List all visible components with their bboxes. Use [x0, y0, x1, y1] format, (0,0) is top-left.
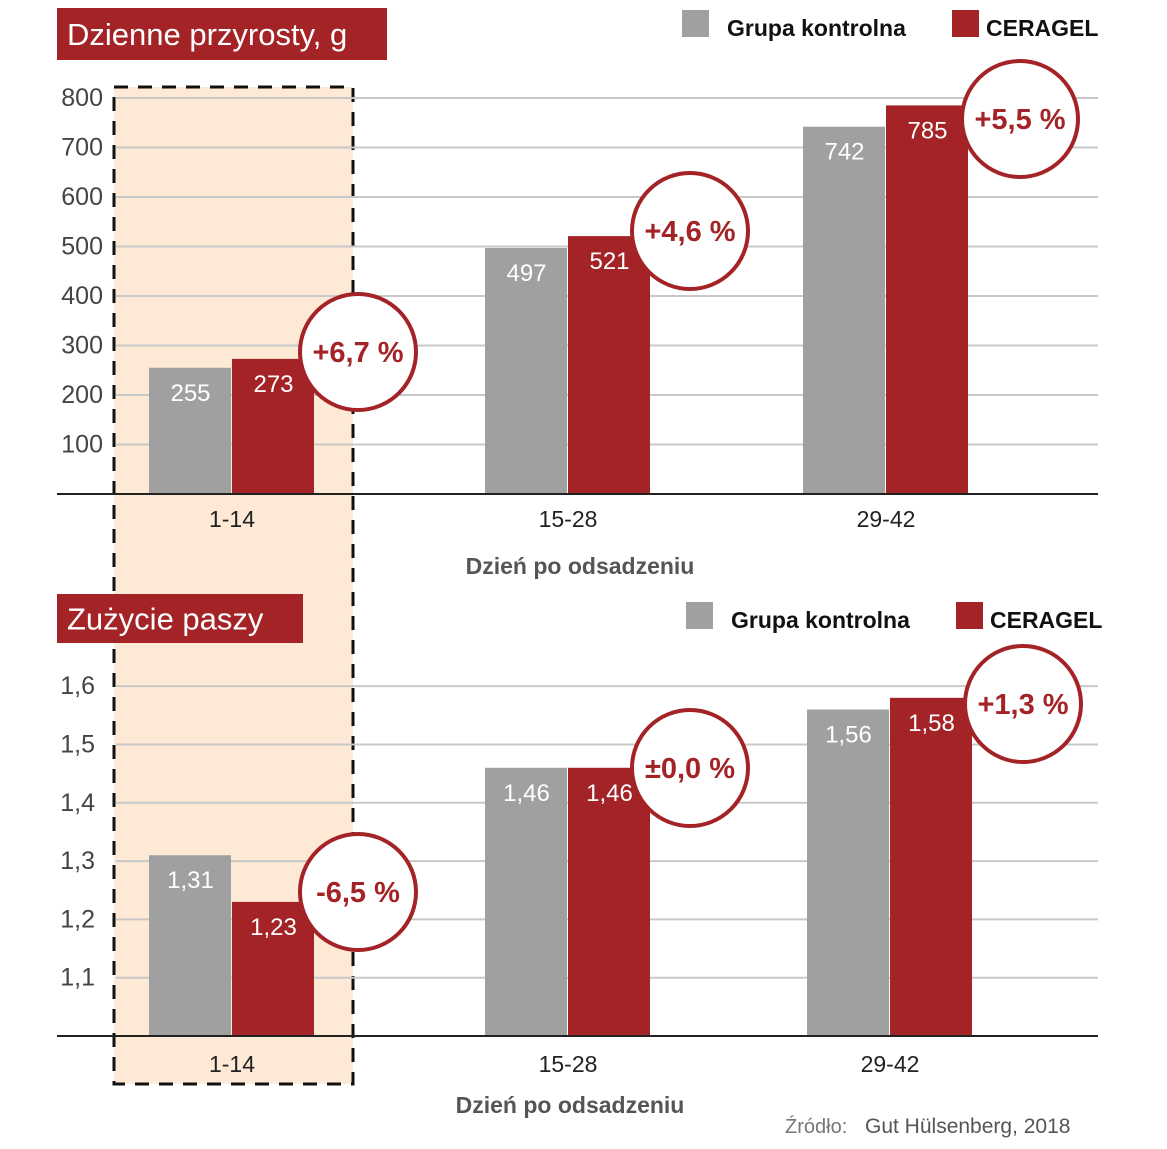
x-category-label: 29-42	[857, 506, 916, 532]
change-circle	[630, 171, 750, 291]
legend-swatch-control	[682, 10, 709, 37]
bar-control	[485, 767, 567, 1036]
legend-swatch-ceragel	[952, 10, 979, 37]
x-category-label: 1-14	[209, 506, 255, 532]
bar-value-label: 785	[907, 117, 947, 144]
y-tick-label: 600	[61, 183, 103, 211]
bar-value-label: 255	[170, 380, 210, 407]
y-tick-label: 1,2	[60, 905, 95, 933]
y-tick-label: 800	[61, 84, 103, 112]
daily-gain-chart: Dzienne przyrosty, g 100 200 300 400 500 600 70…	[57, 8, 1098, 579]
change-circle	[298, 832, 418, 952]
y-tick-label: 700	[61, 134, 103, 162]
bar-control	[807, 709, 889, 1036]
y-tick-label: 500	[61, 233, 103, 261]
legend-swatch-control	[686, 602, 713, 629]
bar-control	[485, 247, 567, 494]
change-label: +5,5 %	[974, 104, 1065, 136]
bar-control	[803, 126, 885, 495]
bar-ceragel	[568, 767, 650, 1036]
change-label: ±0,0 %	[645, 753, 735, 785]
change-label: +6,7 %	[312, 337, 403, 369]
change-label: +4,6 %	[644, 216, 735, 248]
x-axis-title: Dzień po odsadzeniu	[466, 553, 695, 579]
y-tick-label: 100	[61, 431, 103, 459]
y-tick-label: 1,6	[60, 672, 95, 700]
change-circle	[630, 708, 750, 828]
bar-ceragel	[890, 697, 972, 1036]
change-label: +1,3 %	[977, 689, 1068, 721]
bar-value-label: 1,23	[250, 914, 297, 941]
source-label: Źródło:	[785, 1115, 847, 1138]
chart-title: Zużycie paszy	[67, 602, 264, 637]
bar-ceragel	[232, 358, 314, 494]
y-tick-label: 1,5	[60, 730, 95, 758]
x-axis-title: Dzień po odsadzeniu	[456, 1092, 685, 1118]
bar-value-label: 273	[253, 371, 293, 398]
y-tick-label: 1,4	[60, 789, 95, 817]
change-circle	[963, 644, 1083, 764]
y-tick-label: 1,1	[60, 964, 95, 992]
legend-label-ceragel: CERAGEL	[986, 15, 1098, 41]
x-category-label: 15-28	[539, 1051, 598, 1077]
bar-control	[149, 367, 231, 494]
y-tick-label: 200	[61, 381, 103, 409]
x-category-label: 1-14	[209, 1051, 255, 1077]
change-label: -6,5 %	[316, 877, 400, 909]
chart-title: Dzienne przyrosty, g	[67, 17, 347, 52]
bar-ceragel	[232, 901, 314, 1036]
bar-value-label: 497	[506, 260, 546, 287]
legend-label-control: Grupa kontrolna	[731, 607, 910, 633]
legend-swatch-ceragel	[956, 602, 983, 629]
bar-value-label: 1,46	[503, 780, 550, 807]
bar-value-label: 1,46	[586, 780, 633, 807]
chart-title-box	[57, 594, 303, 643]
change-circle	[960, 59, 1080, 179]
bar-control	[149, 855, 231, 1036]
bar-value-label: 1,31	[167, 867, 214, 894]
legend-label-ceragel: CERAGEL	[990, 607, 1102, 633]
feed-conversion-chart: Zużycie paszy 1,1 1,2 1,3 1,4 1,5 1,6 Grupa kon…	[57, 594, 1102, 1118]
source-text: Gut Hülsenberg, 2018	[865, 1115, 1070, 1138]
chart-title-box	[57, 8, 387, 60]
y-tick-label: 1,3	[60, 847, 95, 875]
y-tick-label: 400	[61, 282, 103, 310]
change-circle	[298, 292, 418, 412]
bar-value-label: 1,56	[825, 721, 872, 748]
bar-value-label: 521	[589, 248, 629, 275]
bar-ceragel	[886, 105, 968, 495]
bar-value-label: 1,58	[908, 710, 955, 737]
x-category-label: 15-28	[539, 506, 598, 532]
x-category-label: 29-42	[861, 1051, 920, 1077]
bar-ceragel	[568, 236, 650, 495]
y-tick-label: 300	[61, 332, 103, 360]
bar-value-label: 742	[824, 139, 864, 166]
legend-label-control: Grupa kontrolna	[727, 15, 906, 41]
